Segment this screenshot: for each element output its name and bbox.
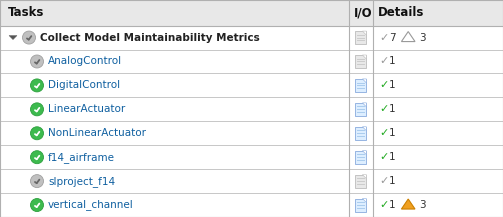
- FancyBboxPatch shape: [356, 127, 366, 140]
- Text: vertical_channel: vertical_channel: [48, 200, 134, 210]
- Text: Details: Details: [378, 6, 425, 19]
- Text: Tasks: Tasks: [8, 6, 44, 19]
- Text: 1: 1: [389, 176, 396, 186]
- Text: 1: 1: [389, 81, 396, 90]
- Polygon shape: [362, 127, 366, 131]
- FancyBboxPatch shape: [356, 79, 366, 92]
- Text: ✓: ✓: [379, 56, 389, 66]
- FancyBboxPatch shape: [356, 175, 366, 188]
- FancyBboxPatch shape: [356, 199, 366, 212]
- FancyBboxPatch shape: [356, 151, 366, 164]
- Text: AnalogControl: AnalogControl: [48, 56, 122, 66]
- Text: ✓: ✓: [379, 81, 389, 90]
- Circle shape: [31, 151, 43, 164]
- FancyBboxPatch shape: [356, 55, 366, 68]
- Polygon shape: [362, 55, 366, 59]
- Circle shape: [23, 31, 36, 44]
- Text: f14_airframe: f14_airframe: [48, 152, 115, 163]
- Polygon shape: [362, 31, 366, 35]
- Bar: [0, 26, 503, 49]
- Text: 1: 1: [389, 128, 396, 138]
- Bar: [0, 121, 503, 145]
- Bar: [0, 193, 503, 217]
- Text: ✓: ✓: [379, 104, 389, 114]
- Text: Collect Model Maintainability Metrics: Collect Model Maintainability Metrics: [40, 33, 260, 43]
- Bar: [0, 169, 503, 193]
- Polygon shape: [401, 199, 415, 209]
- Text: 1: 1: [389, 152, 396, 162]
- Circle shape: [31, 127, 43, 140]
- Text: 7: 7: [389, 33, 396, 43]
- Text: 3: 3: [419, 33, 426, 43]
- Text: ✓: ✓: [379, 152, 389, 162]
- Text: DigitalControl: DigitalControl: [48, 81, 120, 90]
- Bar: [0, 145, 503, 169]
- Circle shape: [31, 199, 43, 212]
- Polygon shape: [362, 151, 366, 155]
- Text: ✓: ✓: [379, 200, 389, 210]
- Polygon shape: [9, 36, 17, 39]
- Text: LinearActuator: LinearActuator: [48, 104, 125, 114]
- Text: 1: 1: [389, 200, 396, 210]
- Polygon shape: [362, 103, 366, 107]
- Circle shape: [31, 175, 43, 188]
- Bar: [0, 49, 503, 73]
- Text: ✓: ✓: [379, 176, 389, 186]
- FancyBboxPatch shape: [356, 31, 366, 44]
- Bar: [0, 97, 503, 121]
- Text: slproject_f14: slproject_f14: [48, 176, 115, 187]
- Text: 1: 1: [389, 56, 396, 66]
- Text: 3: 3: [419, 200, 426, 210]
- Bar: [0, 0, 503, 26]
- Polygon shape: [401, 31, 415, 42]
- Text: NonLinearActuator: NonLinearActuator: [48, 128, 146, 138]
- Polygon shape: [362, 199, 366, 202]
- Polygon shape: [362, 79, 366, 83]
- Text: ✓: ✓: [379, 128, 389, 138]
- Circle shape: [31, 103, 43, 116]
- Text: ✓: ✓: [379, 33, 389, 43]
- Circle shape: [31, 55, 43, 68]
- FancyBboxPatch shape: [356, 103, 366, 116]
- Bar: [0, 73, 503, 97]
- Text: 1: 1: [389, 104, 396, 114]
- Circle shape: [31, 79, 43, 92]
- Text: I/O: I/O: [354, 6, 372, 19]
- Polygon shape: [362, 175, 366, 179]
